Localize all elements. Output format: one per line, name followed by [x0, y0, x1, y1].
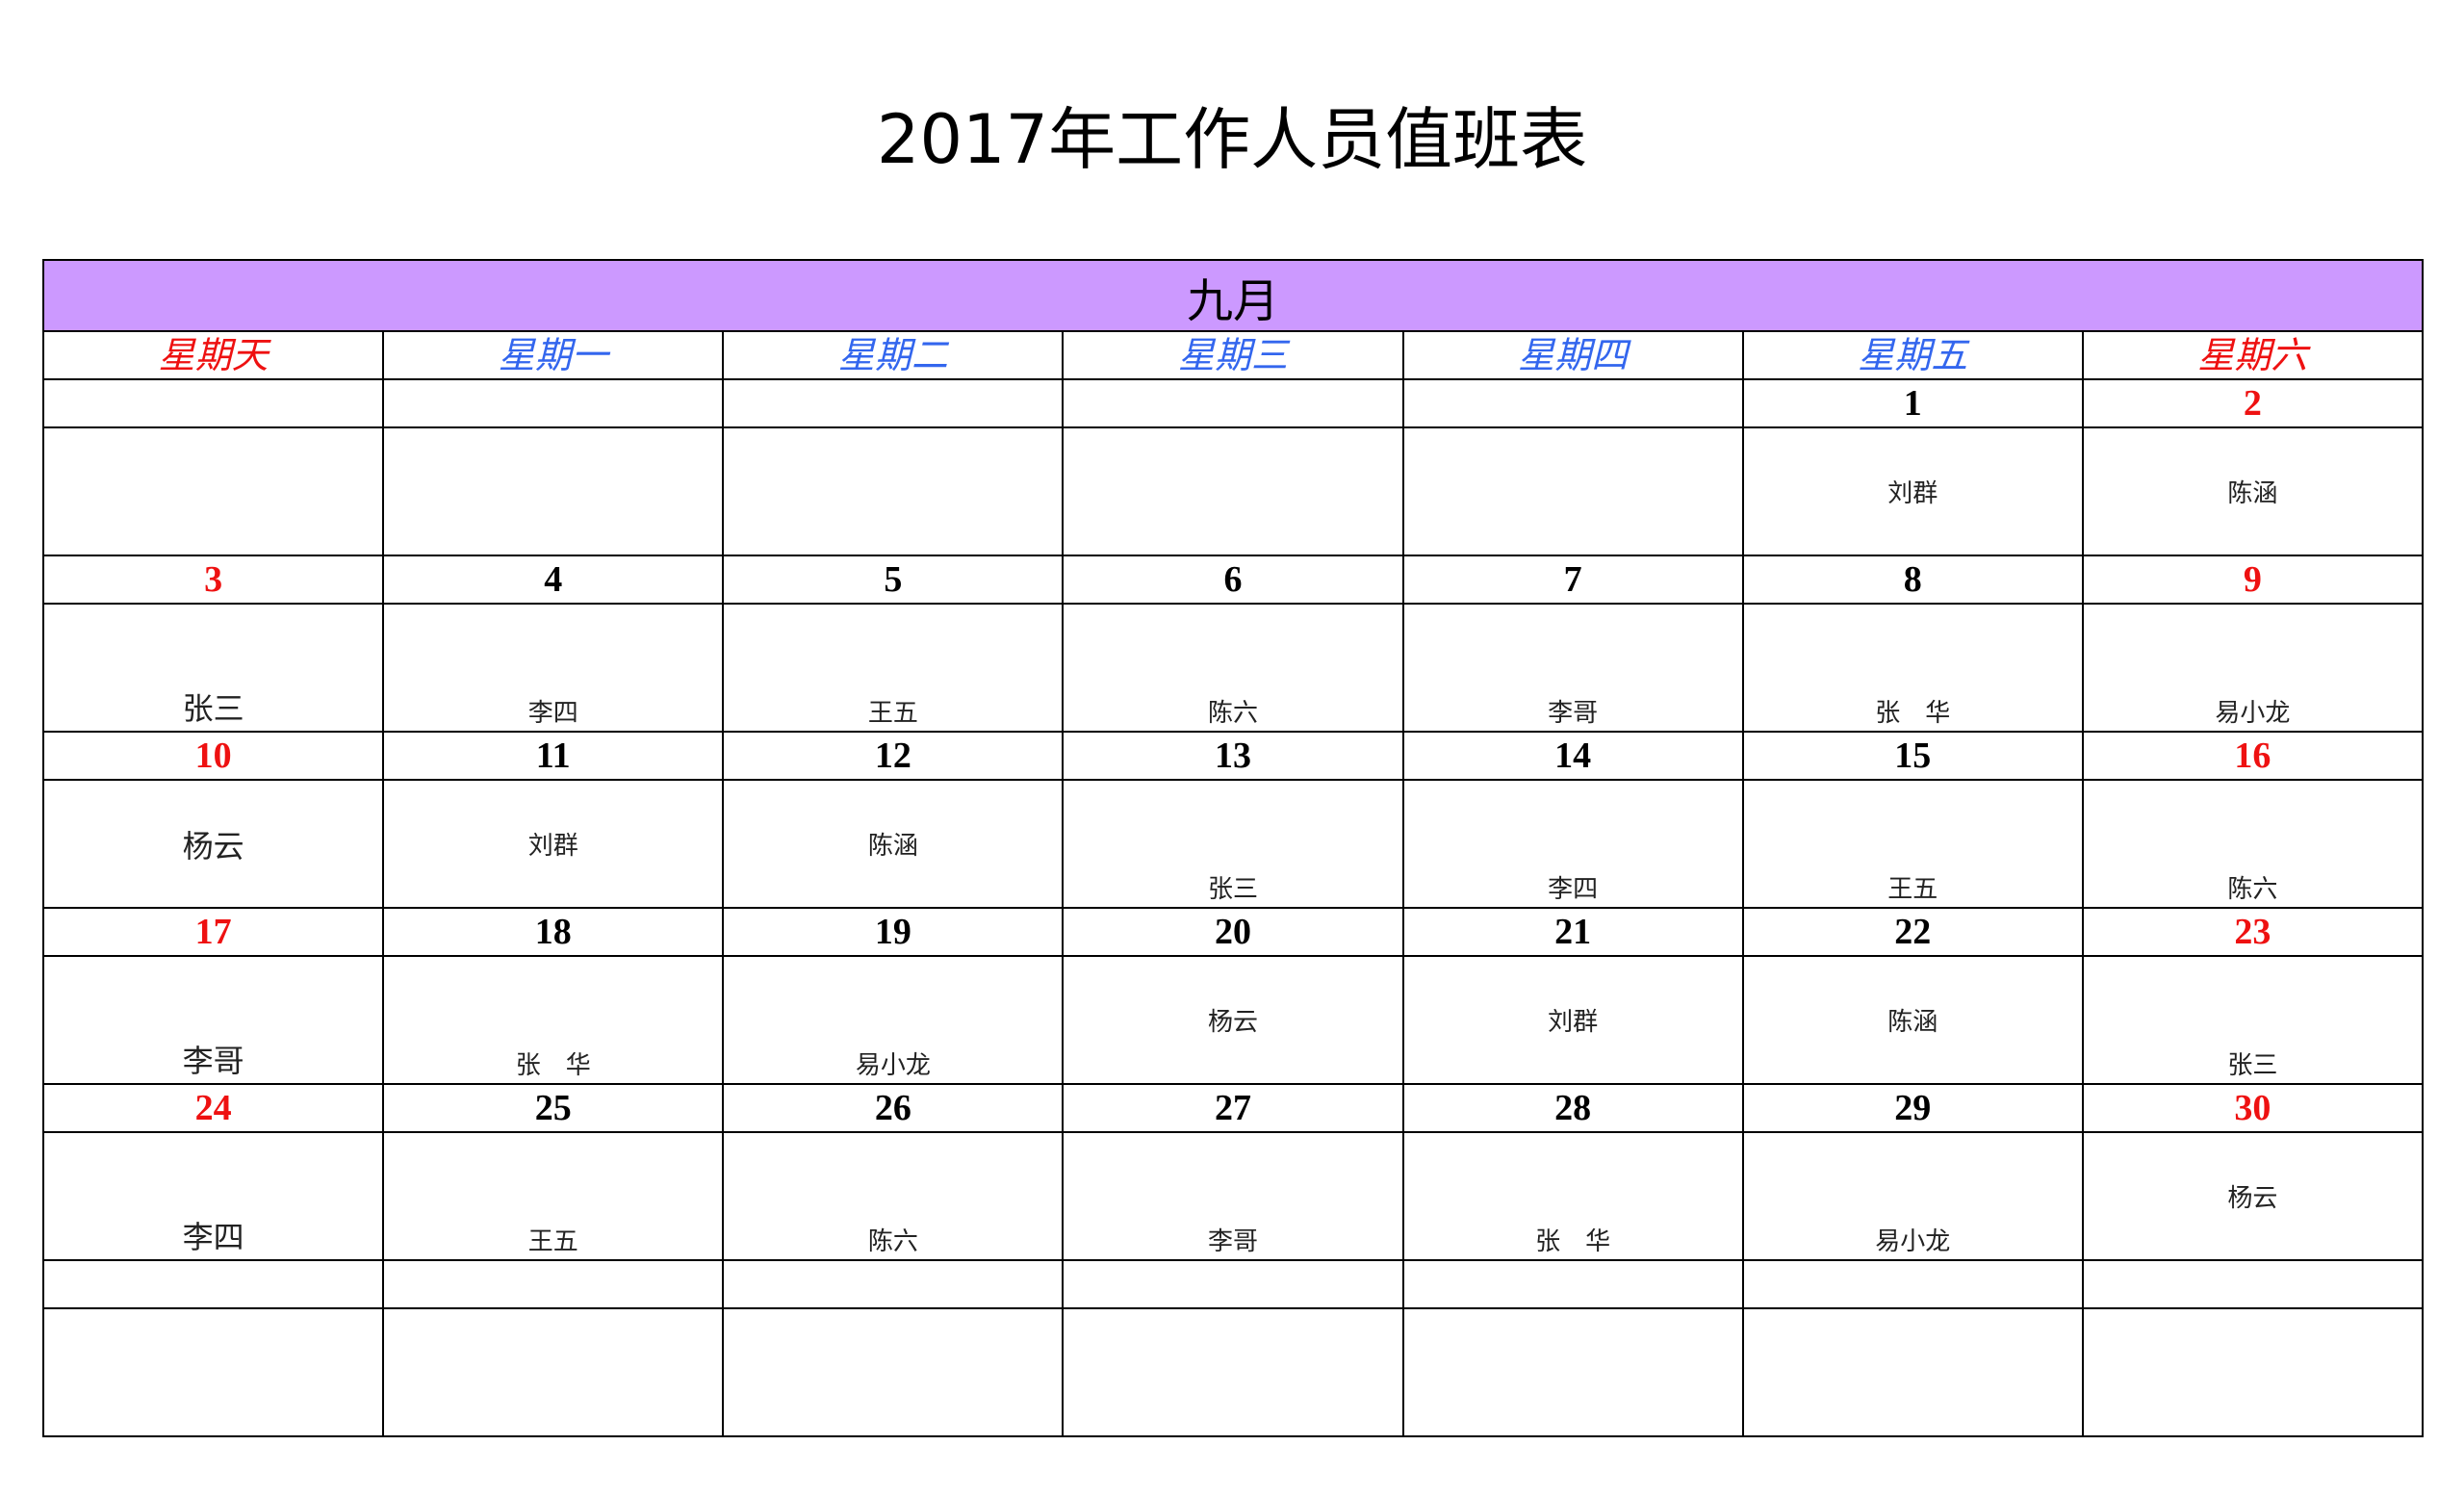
duty-name-cell [1062, 426, 1404, 556]
weekday-header: 星期二 [722, 330, 1065, 380]
date-cell: 29 [1741, 1083, 2084, 1133]
duty-name-cell: 张 华 [382, 955, 725, 1085]
duty-name-cell: 王五 [1741, 779, 2084, 909]
weekday-header: 星期天 [41, 330, 385, 380]
date-cell: 9 [2081, 555, 2425, 605]
date-cell [1401, 1259, 1744, 1309]
date-cell: 6 [1062, 555, 1404, 605]
duty-name-cell: 易小龙 [2081, 603, 2425, 733]
date-cell [1741, 1259, 2084, 1309]
duty-name-cell [41, 1307, 385, 1437]
duty-name-cell [722, 1307, 1065, 1437]
weekday-header: 星期四 [1401, 330, 1744, 380]
duty-name-cell [1401, 426, 1744, 556]
date-cell: 13 [1062, 731, 1404, 781]
date-cell: 12 [722, 731, 1065, 781]
duty-name-cell [382, 1307, 725, 1437]
duty-name-cell: 刘群 [1401, 955, 1744, 1085]
date-cell: 20 [1062, 907, 1404, 957]
duty-name-cell: 陈六 [722, 1131, 1065, 1261]
duty-name-cell: 王五 [382, 1131, 725, 1261]
date-cell: 25 [382, 1083, 725, 1133]
duty-name-cell: 陈涵 [722, 779, 1065, 909]
duty-name-cell: 杨云 [2081, 1131, 2425, 1261]
date-cell: 28 [1401, 1083, 1744, 1133]
duty-name-cell: 陈六 [1062, 603, 1404, 733]
duty-name-cell: 王五 [722, 603, 1065, 733]
date-cell: 23 [2081, 907, 2425, 957]
date-cell [1062, 378, 1404, 428]
date-cell: 17 [41, 907, 385, 957]
duty-name-cell: 张三 [2081, 955, 2425, 1085]
duty-name-cell: 易小龙 [1741, 1131, 2084, 1261]
duty-name-cell: 陈六 [2081, 779, 2425, 909]
date-cell [722, 1259, 1065, 1309]
date-cell: 7 [1401, 555, 1744, 605]
page-title: 2017年工作人员值班表 [876, 100, 1588, 179]
date-cell [1401, 378, 1744, 428]
duty-name-cell [2081, 1307, 2425, 1437]
date-cell: 3 [41, 555, 385, 605]
weekday-header: 星期一 [382, 330, 725, 380]
duty-name-cell: 李四 [382, 603, 725, 733]
date-cell: 10 [41, 731, 385, 781]
duty-name-cell: 张 华 [1741, 603, 2084, 733]
duty-name-cell: 张三 [1062, 779, 1404, 909]
date-cell [41, 1259, 385, 1309]
date-cell [41, 378, 385, 428]
duty-name-cell [1062, 1307, 1404, 1437]
duty-name-cell: 李哥 [1401, 603, 1744, 733]
duty-name-cell: 杨云 [1062, 955, 1404, 1085]
duty-name-cell: 刘群 [1741, 426, 2084, 556]
duty-name-cell: 张 华 [1401, 1131, 1744, 1261]
duty-name-cell [382, 426, 725, 556]
duty-name-cell [722, 426, 1065, 556]
duty-name-cell: 李四 [41, 1131, 385, 1261]
date-cell: 15 [1741, 731, 2084, 781]
duty-name-cell [1401, 1307, 1744, 1437]
date-cell: 22 [1741, 907, 2084, 957]
date-cell: 19 [722, 907, 1065, 957]
date-cell: 30 [2081, 1083, 2425, 1133]
weekday-header: 星期六 [2081, 330, 2425, 380]
weekday-header: 星期五 [1741, 330, 2084, 380]
date-cell: 1 [1741, 378, 2084, 428]
date-cell [2081, 1259, 2425, 1309]
month-header: 九月 [42, 259, 2424, 332]
date-cell [1062, 1259, 1404, 1309]
date-cell: 18 [382, 907, 725, 957]
date-cell: 27 [1062, 1083, 1404, 1133]
date-cell [382, 1259, 725, 1309]
date-cell [382, 378, 725, 428]
date-cell: 14 [1401, 731, 1744, 781]
duty-name-cell [1741, 1307, 2084, 1437]
weekday-header: 星期三 [1062, 330, 1404, 380]
duty-name-cell: 李四 [1401, 779, 1744, 909]
date-cell: 21 [1401, 907, 1744, 957]
date-cell [722, 378, 1065, 428]
duty-name-cell: 杨云 [41, 779, 385, 909]
date-cell: 24 [41, 1083, 385, 1133]
duty-name-cell: 易小龙 [722, 955, 1065, 1085]
duty-name-cell: 李哥 [1062, 1131, 1404, 1261]
date-cell: 16 [2081, 731, 2425, 781]
duty-name-cell [41, 426, 385, 556]
duty-name-cell: 陈涵 [2081, 426, 2425, 556]
date-cell: 4 [382, 555, 725, 605]
date-cell: 8 [1741, 555, 2084, 605]
duty-name-cell: 陈涵 [1741, 955, 2084, 1085]
date-cell: 11 [382, 731, 725, 781]
date-cell: 2 [2081, 378, 2425, 428]
date-cell: 5 [722, 555, 1065, 605]
duty-name-cell: 刘群 [382, 779, 725, 909]
duty-calendar: 九月 星期天 星期一 星期二 星期三 星期四 星期五 星期六 1 2 刘群 陈涵 3 4 5 6 7 8 9 张三李… [41, 259, 2425, 1437]
duty-name-cell: 张三 [41, 603, 385, 733]
duty-name-cell: 李哥 [41, 955, 385, 1085]
date-cell: 26 [722, 1083, 1065, 1133]
